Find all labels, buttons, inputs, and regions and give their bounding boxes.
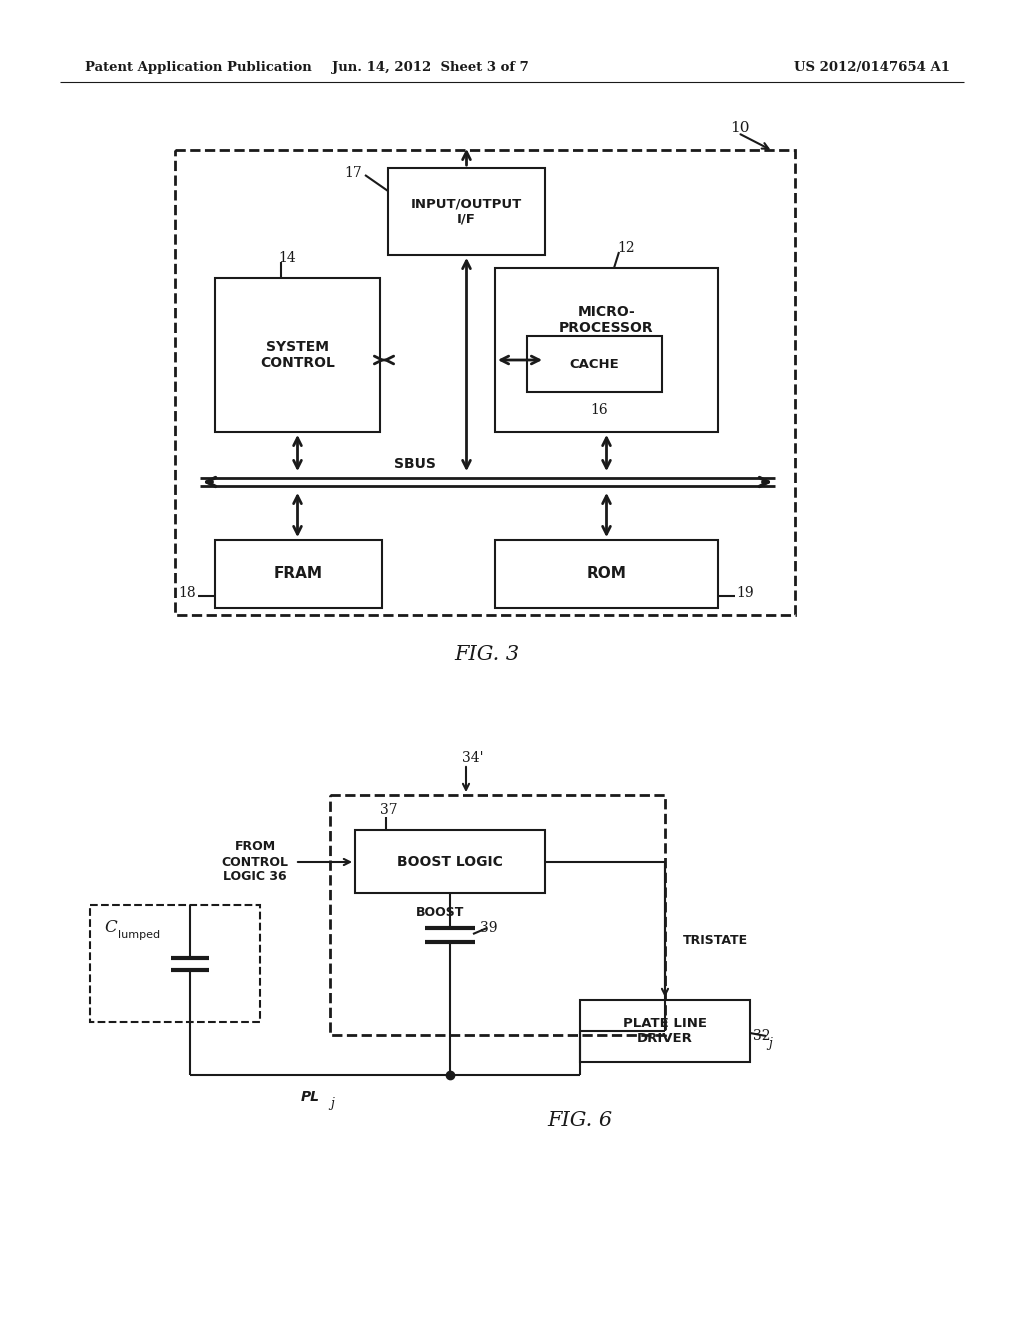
Text: 10: 10 — [730, 121, 750, 135]
Bar — [527, 337, 662, 392]
Bar — [580, 1001, 750, 1063]
Text: FIG. 3: FIG. 3 — [455, 645, 519, 664]
Bar — [495, 268, 718, 432]
Text: FIG. 6: FIG. 6 — [548, 1110, 612, 1130]
Bar — [495, 540, 718, 609]
Bar — [355, 830, 545, 894]
Text: BOOST LOGIC: BOOST LOGIC — [397, 854, 503, 869]
Text: CACHE: CACHE — [569, 358, 620, 371]
Text: C: C — [104, 919, 117, 936]
Text: j: j — [768, 1036, 772, 1049]
Text: PLATE LINE
DRIVER: PLATE LINE DRIVER — [623, 1016, 707, 1045]
Text: 16: 16 — [591, 403, 608, 417]
Text: Jun. 14, 2012  Sheet 3 of 7: Jun. 14, 2012 Sheet 3 of 7 — [332, 62, 528, 74]
Text: 17: 17 — [344, 166, 362, 180]
Text: 39: 39 — [480, 921, 498, 935]
Text: INPUT/OUTPUT
I/F: INPUT/OUTPUT I/F — [411, 198, 522, 226]
Text: 18: 18 — [178, 586, 196, 601]
Text: 19: 19 — [736, 586, 754, 601]
Text: ROM: ROM — [587, 566, 627, 582]
Text: Patent Application Publication: Patent Application Publication — [85, 62, 311, 74]
Text: MICRO-
PROCESSOR: MICRO- PROCESSOR — [559, 305, 653, 335]
Text: 32: 32 — [753, 1030, 770, 1043]
Bar — [90, 906, 260, 1022]
Text: j: j — [330, 1097, 334, 1110]
Text: BOOST: BOOST — [416, 906, 464, 919]
Text: TRISTATE: TRISTATE — [683, 933, 749, 946]
Bar — [330, 795, 665, 1035]
Text: PL: PL — [301, 1090, 319, 1104]
Text: FRAM: FRAM — [274, 566, 323, 582]
Text: 37: 37 — [380, 803, 397, 817]
Text: SYSTEM
CONTROL: SYSTEM CONTROL — [260, 339, 335, 370]
Bar — [175, 150, 795, 615]
Bar — [215, 540, 382, 609]
Text: lumped: lumped — [118, 931, 160, 940]
Text: 14: 14 — [278, 251, 296, 265]
Text: FROM
CONTROL
LOGIC 36: FROM CONTROL LOGIC 36 — [221, 841, 289, 883]
Text: 12: 12 — [617, 242, 635, 255]
Text: 34': 34' — [462, 751, 483, 766]
Bar — [215, 279, 380, 432]
Text: SBUS: SBUS — [394, 457, 436, 471]
Bar — [388, 168, 545, 255]
Text: US 2012/0147654 A1: US 2012/0147654 A1 — [794, 62, 950, 74]
